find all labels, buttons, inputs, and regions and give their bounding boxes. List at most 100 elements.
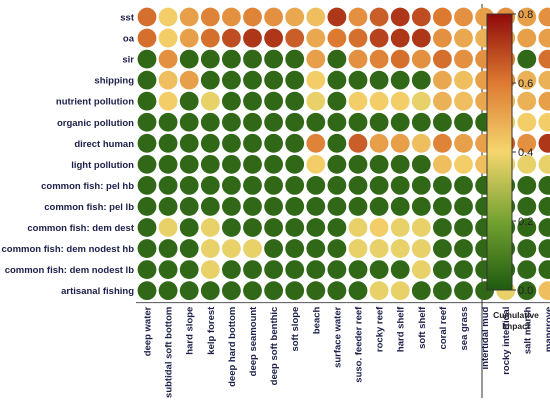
heatmap-cell [369,28,389,48]
heatmap-cell [222,197,241,216]
color-bar-tick-label: 0.6 [518,78,533,90]
heatmap-cell [327,112,347,132]
heatmap-cell [137,154,157,174]
heatmap-cell [137,218,157,237]
heatmap-cell [200,70,220,90]
heatmap-cell [411,197,431,216]
heatmap-cell [285,112,305,132]
heatmap-cell [454,197,473,216]
heatmap-cell [538,260,550,279]
column-label: rocky intertidal [501,307,512,375]
heatmap-cell [200,112,220,132]
heatmap-cell [285,260,305,279]
row-label: common fish: pel lb [44,202,134,213]
heatmap-cell [243,260,262,279]
heatmap-cell [390,154,410,174]
heatmap-cell [411,218,431,237]
column-label: beach [311,306,322,334]
heatmap-cell [264,260,283,279]
heatmap-cell [390,133,410,153]
heatmap-cell [200,91,220,111]
heatmap-cell [538,176,550,195]
heatmap-cell [454,49,473,69]
column-label: mangrove [543,307,550,352]
heatmap-cell [264,70,283,90]
heatmap-cell [348,218,368,237]
heatmap-cell [306,112,326,132]
heatmap-cell [137,281,157,301]
heatmap-cell [454,7,473,27]
heatmap-cell [454,112,473,132]
heatmap-cell [327,218,347,237]
heatmap-cell [158,49,178,69]
heatmap-cell [158,91,178,111]
row-label: nutrient pollution [56,97,134,108]
heatmap-cell [264,133,283,153]
heatmap-cell [517,239,537,258]
heatmap-cell [158,197,178,216]
heatmap-cell [158,133,178,153]
heatmap-cell [222,260,241,279]
column-label: deep water [143,306,154,356]
heatmap-cell [137,70,157,90]
heatmap-cell [327,28,347,48]
heatmap-cell [390,176,410,195]
heatmap-cell [327,197,347,216]
heatmap-cell [306,91,326,111]
heatmap-cell [327,7,347,27]
heatmap-cell [433,28,452,48]
heatmap-cell [517,112,537,132]
heatmap-cell [200,239,220,258]
column-label: hard slope [185,307,196,355]
heatmap-cell [411,176,431,195]
row-labels: sst oa sir shipping nutrient pollution organi… [2,13,135,298]
heatmap-cell [538,28,550,48]
row-label: sst [120,13,135,24]
heatmap-cell [200,7,220,27]
row-label: light pollution [71,160,134,171]
heatmap-cell [179,7,199,27]
heatmap-cell [137,239,157,258]
heatmap-cell [158,70,178,90]
heatmap-cell [222,154,241,174]
heatmap-cell [369,197,389,216]
heatmap-cell [454,133,473,153]
heatmap-cell [411,70,431,90]
heatmap-cell [243,197,262,216]
column-label: deep soft benthic [269,307,280,386]
heatmap-cell [369,281,389,301]
heatmap-cell [433,91,452,111]
heatmap-cell [243,49,262,69]
column-label: soft slope [290,307,301,352]
heatmap-cell [243,7,262,27]
heatmap-cell [348,133,368,153]
heatmap-cell [538,218,550,237]
heatmap-cell [433,70,452,90]
heatmap-cell [179,133,199,153]
heatmap-cell [517,91,537,111]
heatmap-cell [454,176,473,195]
heatmap-cell [264,154,283,174]
heatmap-cell [179,218,199,237]
heatmap-cell [243,154,262,174]
heatmap-cell [390,70,410,90]
heatmap-cell [390,7,410,27]
heatmap-cell [327,176,347,195]
heatmap-cell [285,70,305,90]
color-bar-tick-label: 0.4 [518,147,533,159]
heatmap-cell [390,91,410,111]
heatmap-cell [200,133,220,153]
column-label: coral reef [438,306,449,350]
heatmap-cell [306,49,326,69]
heatmap-cell [369,260,389,279]
heatmap-cell [517,281,537,301]
heatmap-cell [538,239,550,258]
color-bar-tick-label: 0.2 [518,216,533,228]
heatmap-cell [306,197,326,216]
heatmap-cell [137,49,157,69]
heatmap-cell [264,28,283,48]
heatmap-cell [538,112,550,132]
heatmap-cell [158,154,178,174]
heatmap-cell [433,176,452,195]
